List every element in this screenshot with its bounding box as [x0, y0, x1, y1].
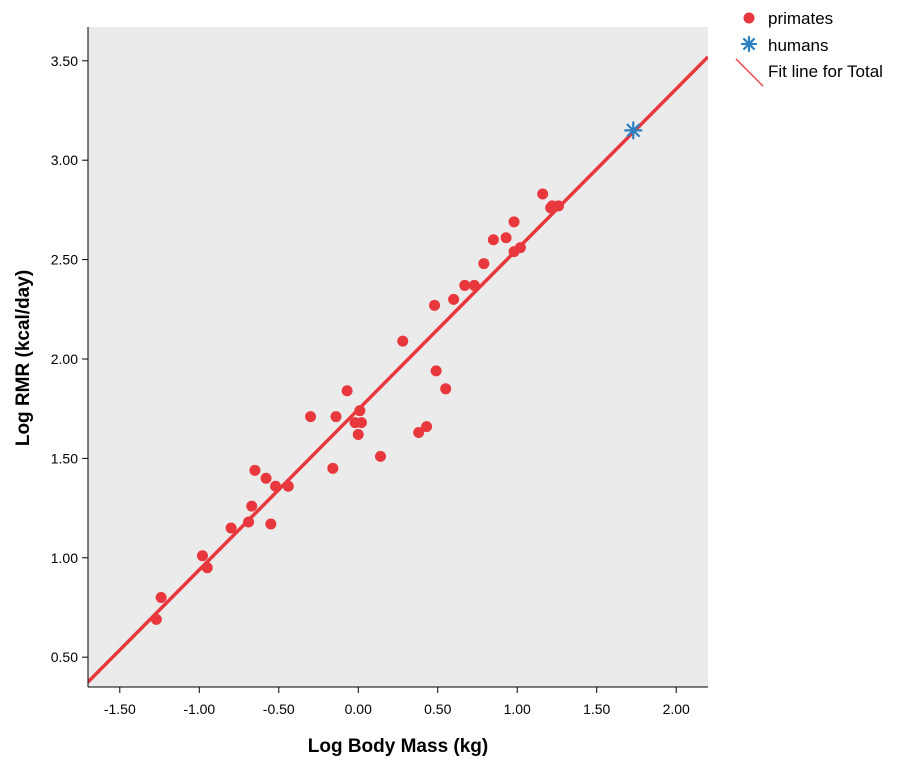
data-point-primates	[246, 500, 258, 512]
data-point-primates	[225, 522, 237, 534]
x-tick-label: 2.00	[663, 701, 690, 717]
y-tick-label: 3.00	[51, 152, 78, 168]
legend-humans-marker	[740, 35, 758, 53]
y-tick-label: 1.50	[51, 450, 78, 466]
data-point-primates	[375, 450, 387, 462]
data-point-primates	[421, 421, 433, 433]
data-point-primates	[282, 480, 294, 492]
data-point-primates	[459, 279, 471, 291]
x-tick-label: 1.00	[504, 701, 531, 717]
y-tick-label: 2.00	[51, 351, 78, 367]
data-point-humans	[624, 121, 643, 140]
legend-fit-line-label: Fit line for Total	[768, 62, 883, 81]
fit-line	[88, 55, 708, 684]
data-point-primates	[270, 480, 282, 492]
x-axis-title: Log Body Mass (kg)	[308, 736, 489, 757]
data-point-primates	[397, 335, 409, 347]
data-point-primates	[514, 242, 526, 254]
data-point-primates	[448, 293, 460, 305]
legend-primates-label: primates	[768, 9, 833, 28]
data-point-primates	[352, 429, 364, 441]
legend-fit-line-marker	[735, 58, 764, 87]
x-tick-label: 0.50	[424, 701, 451, 717]
data-point-primates	[440, 383, 452, 395]
y-tick-label: 3.50	[51, 53, 78, 69]
data-point-primates	[429, 299, 441, 311]
data-point-primates	[150, 613, 162, 625]
x-tick-label: 1.50	[583, 701, 610, 717]
x-tick-label: 0.00	[345, 701, 372, 717]
data-point-primates	[243, 516, 255, 528]
data-point-primates	[305, 411, 317, 423]
data-point-primates	[249, 464, 261, 476]
axis-ticks: -1.50 -1.00 -0.50 0.00 0.50 1.00 1.50 2.00 0.50 1…	[51, 53, 690, 717]
data-point-primates	[355, 417, 367, 429]
data-point-primates	[487, 234, 499, 246]
legend-star-icon	[740, 35, 758, 53]
data-point-primates	[354, 405, 366, 417]
data-point-primates	[341, 385, 353, 397]
y-axis-title: Log RMR (kcal/day)	[13, 270, 34, 446]
data-point-primates	[327, 462, 339, 474]
data-point-primates	[330, 411, 342, 423]
y-tick-label: 2.50	[51, 252, 78, 268]
x-tick-label: -1.50	[104, 701, 136, 717]
data-point-primates	[508, 216, 520, 228]
x-tick-label: -1.00	[183, 701, 215, 717]
data-point-primates	[468, 279, 480, 291]
data-point-primates	[260, 472, 272, 484]
data-point-primates	[155, 592, 167, 604]
legend-primates-marker	[743, 12, 755, 24]
chart-marks	[88, 55, 708, 684]
data-point-primates	[553, 200, 565, 212]
x-tick-label: -0.50	[263, 701, 295, 717]
data-point-primates	[500, 232, 512, 244]
y-tick-label: 0.50	[51, 649, 78, 665]
data-point-primates	[478, 258, 490, 270]
y-tick-label: 1.00	[51, 550, 78, 566]
legend: primates humans Fit line for Total	[735, 9, 883, 87]
data-point-primates	[201, 562, 213, 574]
data-point-primates	[537, 188, 549, 200]
data-point-primates	[413, 427, 425, 439]
legend-humans-label: humans	[768, 36, 828, 55]
data-point-primates	[430, 365, 442, 377]
data-point-primates	[265, 518, 277, 530]
data-point-primates	[196, 550, 208, 562]
